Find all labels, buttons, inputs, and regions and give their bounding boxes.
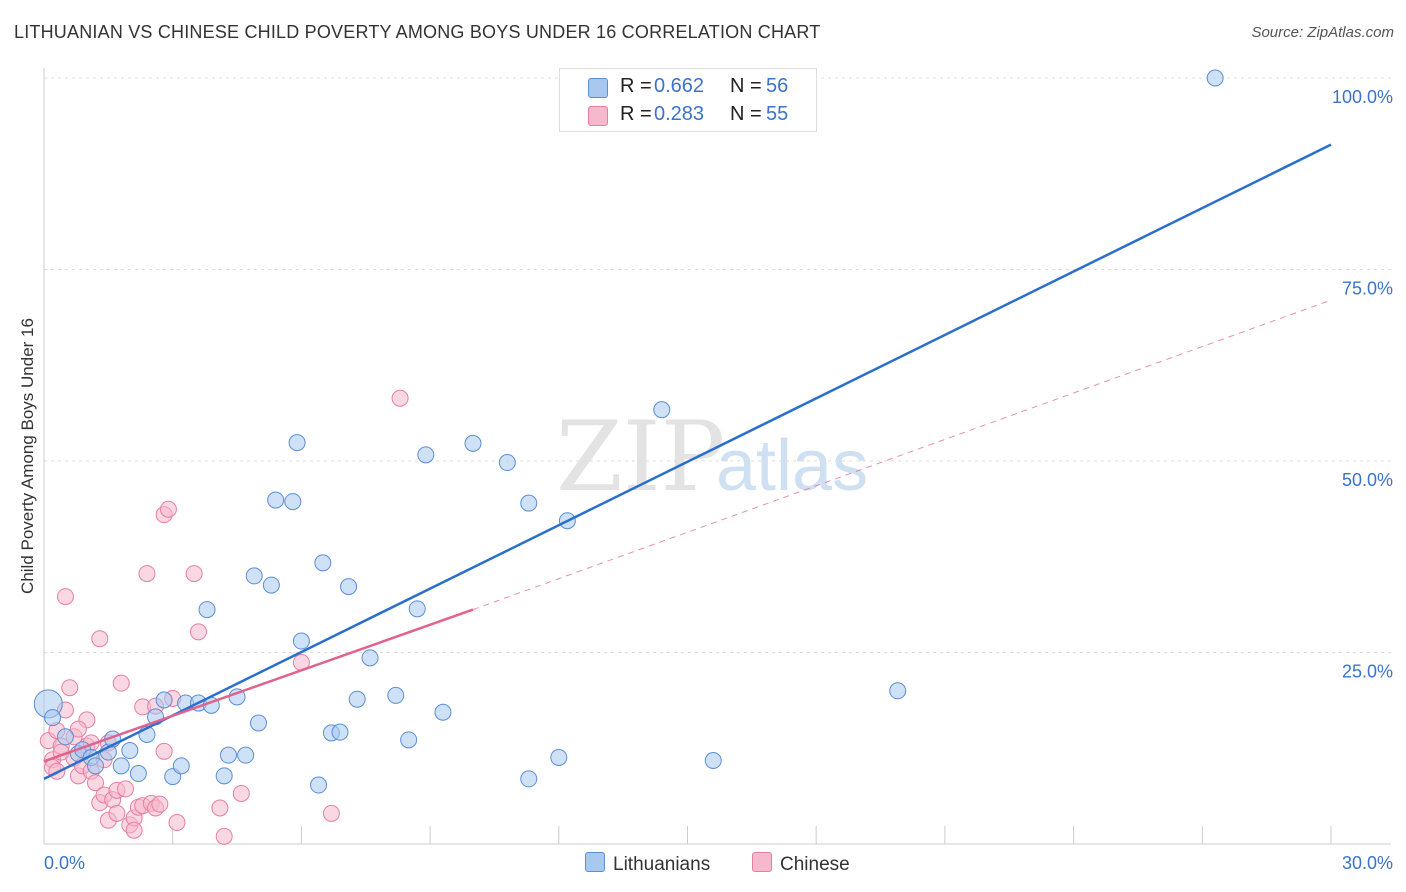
legend-r-value: 0.662 — [654, 75, 705, 97]
bottom-legend-label: Lithuanians — [613, 854, 711, 875]
legend-r-label: R = — [620, 103, 652, 125]
legend-swatch-pink — [588, 106, 608, 126]
bottom-legend-label: Chinese — [780, 854, 850, 875]
chinese-point — [112, 674, 130, 692]
y-tick-label: 75.0% — [1342, 279, 1393, 299]
lithuanian-point — [520, 770, 538, 788]
lithuanian-point — [1206, 69, 1224, 87]
lithuanian-point — [387, 686, 405, 704]
lithuanian-point — [704, 752, 722, 770]
lithuanian-point — [112, 757, 130, 775]
chinese-point — [138, 565, 156, 583]
lithuanian-point — [417, 446, 435, 464]
lithuanian-point — [889, 682, 907, 700]
legend-r-label: R = — [620, 75, 652, 97]
chinese-point — [155, 742, 173, 760]
chinese-point — [215, 827, 233, 845]
chinese-point — [117, 780, 135, 798]
chinese-point — [159, 500, 177, 518]
lithuanian-point — [550, 748, 568, 766]
lithuanian-point — [498, 454, 516, 472]
chinese-point — [56, 588, 74, 606]
chinese-point — [108, 804, 126, 822]
lithuanian-point — [44, 709, 62, 727]
lithuanian-point — [250, 714, 267, 732]
tick-labels: 25.0% 50.0% 75.0% 100.0% 0.0% 30.0% — [44, 87, 1393, 873]
x-tick-label: 30.0% — [1342, 853, 1393, 873]
y-axis-label: Child Poverty Among Boys Under 16 — [18, 318, 37, 594]
lithuanian-point — [56, 728, 74, 746]
lithuanian-point — [198, 601, 216, 619]
lithuanian-point — [121, 742, 139, 760]
trend-lines — [43, 143, 1332, 781]
lithuanian-point — [86, 757, 104, 775]
lithuanian-point — [237, 746, 255, 764]
chinese-point — [189, 623, 207, 641]
legend-n-value: 55 — [766, 103, 789, 125]
chinese-point — [185, 565, 203, 583]
bottom-legend-swatch-pink — [752, 852, 772, 872]
lithuanian-point — [434, 703, 452, 721]
lithuanian-point — [408, 600, 426, 618]
chinese-point — [232, 784, 250, 802]
lithuanian-point — [653, 401, 671, 419]
grid — [44, 77, 1394, 653]
chinese-points — [39, 389, 409, 845]
lithuanian-point — [340, 578, 358, 596]
bottom-legend-chinese: Chinese — [752, 852, 850, 876]
chinese-point — [125, 821, 143, 839]
chinese-point — [69, 720, 87, 738]
lithuanian-point — [464, 434, 482, 452]
chinese-point — [61, 679, 79, 697]
legend-n-label: N = — [730, 75, 762, 97]
chinese-point — [211, 799, 229, 817]
lithuanian-point — [314, 554, 332, 572]
lithuanian-point — [310, 776, 328, 794]
chinese-point — [91, 630, 109, 648]
watermark-atlas: atlas — [716, 426, 868, 506]
y-tick-label: 100.0% — [1332, 87, 1393, 107]
lithuanian-point — [284, 493, 302, 511]
lithuanian-point — [215, 767, 233, 785]
legend-swatch-blue — [588, 78, 608, 98]
chinese-point — [86, 774, 104, 792]
y-tick-label: 25.0% — [1342, 662, 1393, 682]
bottom-legend-lithuanians: Lithuanians — [585, 852, 710, 876]
lithuanian-point — [288, 434, 306, 452]
lithuanian-point — [361, 649, 379, 667]
lithuanian-point — [155, 691, 173, 709]
lithuanian-point — [129, 765, 147, 783]
lithuanian-point — [348, 690, 366, 708]
chinese-point — [322, 804, 340, 822]
lithuanian-point — [219, 746, 237, 764]
x-tick-label: 0.0% — [44, 853, 85, 873]
lithuanian-point — [267, 491, 285, 509]
legend-r-value: 0.283 — [654, 103, 705, 125]
chart-title: LITHUANIAN VS CHINESE CHILD POVERTY AMON… — [14, 22, 821, 42]
lithuanian-point — [245, 567, 263, 585]
legend-n-value: 56 — [766, 75, 789, 97]
lithuanian-point — [292, 632, 310, 650]
source-credit: Source: ZipAtlas.com — [1251, 24, 1394, 41]
chinese-point — [391, 389, 409, 407]
chinese-trend-extension — [472, 299, 1332, 611]
legend-n-label: N = — [730, 103, 762, 125]
lithuanian-point — [331, 723, 349, 741]
watermark: ZIP atlas — [556, 401, 868, 513]
chinese-point — [151, 795, 169, 813]
correlation-legend: R = 0.662 N = 56 R = 0.283 N = 55 — [559, 68, 817, 132]
lithuanian-point — [262, 576, 280, 594]
y-tick-label: 50.0% — [1342, 470, 1393, 490]
chinese-trend-line — [43, 608, 474, 763]
lithuanian-point — [172, 757, 190, 775]
lithuanian-point — [520, 494, 538, 512]
lithuanian-trend-line — [43, 143, 1332, 781]
lithuanian-point — [400, 731, 418, 749]
bottom-legend-swatch-blue — [585, 852, 605, 872]
chinese-point — [168, 814, 186, 832]
